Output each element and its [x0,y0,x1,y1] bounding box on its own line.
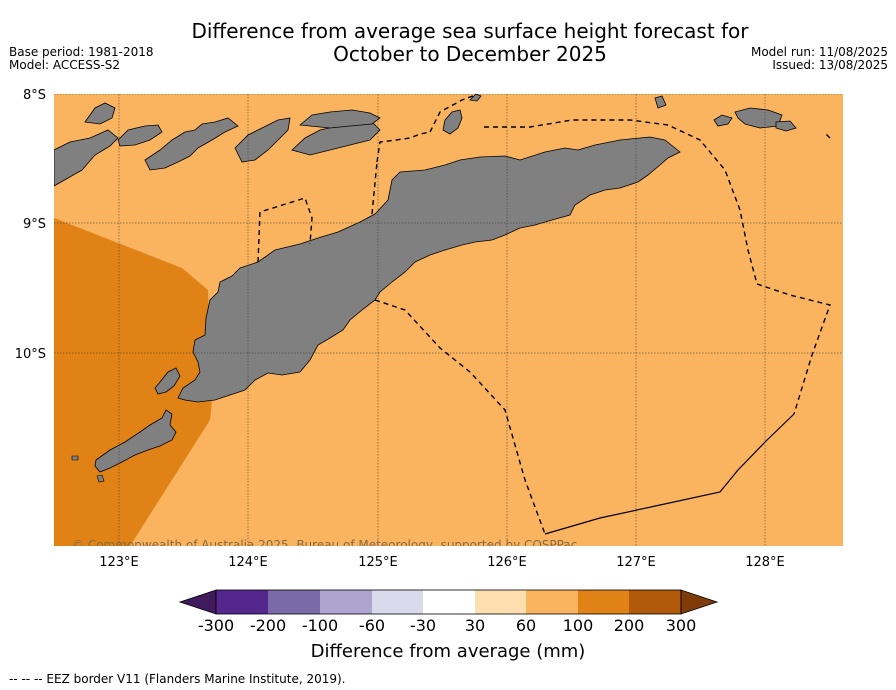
colorbar-tick-label: 60 [516,616,536,635]
colorbar-swatch [629,590,681,614]
meta-right: Model run: 11/08/2025 Issued: 13/08/2025 [751,46,888,72]
issued-date: Issued: 13/08/2025 [772,58,888,72]
eez-border-solid [544,413,795,535]
colorbar-tick-label: -30 [410,616,436,635]
chart-title-line2: October to December 2025 [333,42,607,66]
colorbar-tick-label: -100 [302,616,338,635]
ndao-island [96,474,105,483]
colorbar-swatch [320,590,372,614]
lat-label-9s: 9°S [23,217,46,232]
colorbar-tick-label: -200 [250,616,286,635]
northern-island-c [144,117,239,171]
colorbar-swatch [578,590,629,614]
wetar-island [299,109,381,129]
northern-island-a [84,102,116,125]
map-area: © Commonwealth of Australia 2025, Bureau… [54,94,843,552]
gridlines [54,94,843,546]
atauro-island [442,109,463,135]
colorbar-tick-label: 200 [614,616,645,635]
model-run: Model run: 11/08/2025 [750,45,888,59]
copyright-text: © Commonwealth of Australia 2025, Bureau… [72,538,577,552]
lat-label-10s: 10°S [15,347,46,362]
model-name: Model: ACCESS-S2 [9,58,121,72]
colorbar-swatch [526,590,578,614]
lon-label-127e: 127°E [616,555,656,570]
small-island-ne [469,94,482,102]
northern-island-west [54,129,119,187]
alor-island [234,117,291,163]
base-period: Base period: 1981-2018 [9,45,154,59]
lon-label-124e: 124°E [228,555,268,570]
colorbar-tick-label: -60 [359,616,385,635]
colorbar-tick-label: -300 [198,616,234,635]
kisar-island [654,95,667,109]
colorbar-outline [215,589,682,615]
colorbar-extend-low [178,589,217,615]
eez-border [257,94,831,535]
colorbar-swatch [268,590,320,614]
lon-label-126e: 126°E [487,555,527,570]
chart-title-line1: Difference from average sea surface heig… [191,19,749,43]
lon-label-125e: 125°E [358,555,398,570]
timor-island [177,136,681,403]
colorbar-tick-label: 300 [666,616,697,635]
lon-label-123e: 123°E [99,555,139,570]
lat-label-8s: 8°S [23,88,46,103]
colorbar-title: Difference from average (mm) [311,641,586,662]
anomaly-region-high [54,218,212,546]
leti-island [713,114,733,127]
colorbar-tick-label: 30 [465,616,485,635]
colorbar-tick-label: 100 [563,616,594,635]
meta-left: Base period: 1981-2018 Model: ACCESS-S2 [9,46,154,72]
islet [71,455,79,461]
lon-label-128e: 128°E [745,555,785,570]
colorbar: -300 -200 -100 -60 -30 30 60 100 200 300… [178,589,719,662]
semau-island [154,367,181,395]
wetar-island-west [291,121,381,156]
rote-island [94,409,177,473]
colorbar-swatch [372,590,423,614]
colorbar-swatch [216,590,268,614]
colorbar-swatch [475,590,526,614]
lakor-island [775,120,797,132]
colorbar-swatch [423,590,475,614]
eez-footnote: -- -- -- EEZ border V11 (Flanders Marine… [9,672,346,686]
northern-island-b [117,124,163,147]
colorbar-extend-high [680,589,719,615]
